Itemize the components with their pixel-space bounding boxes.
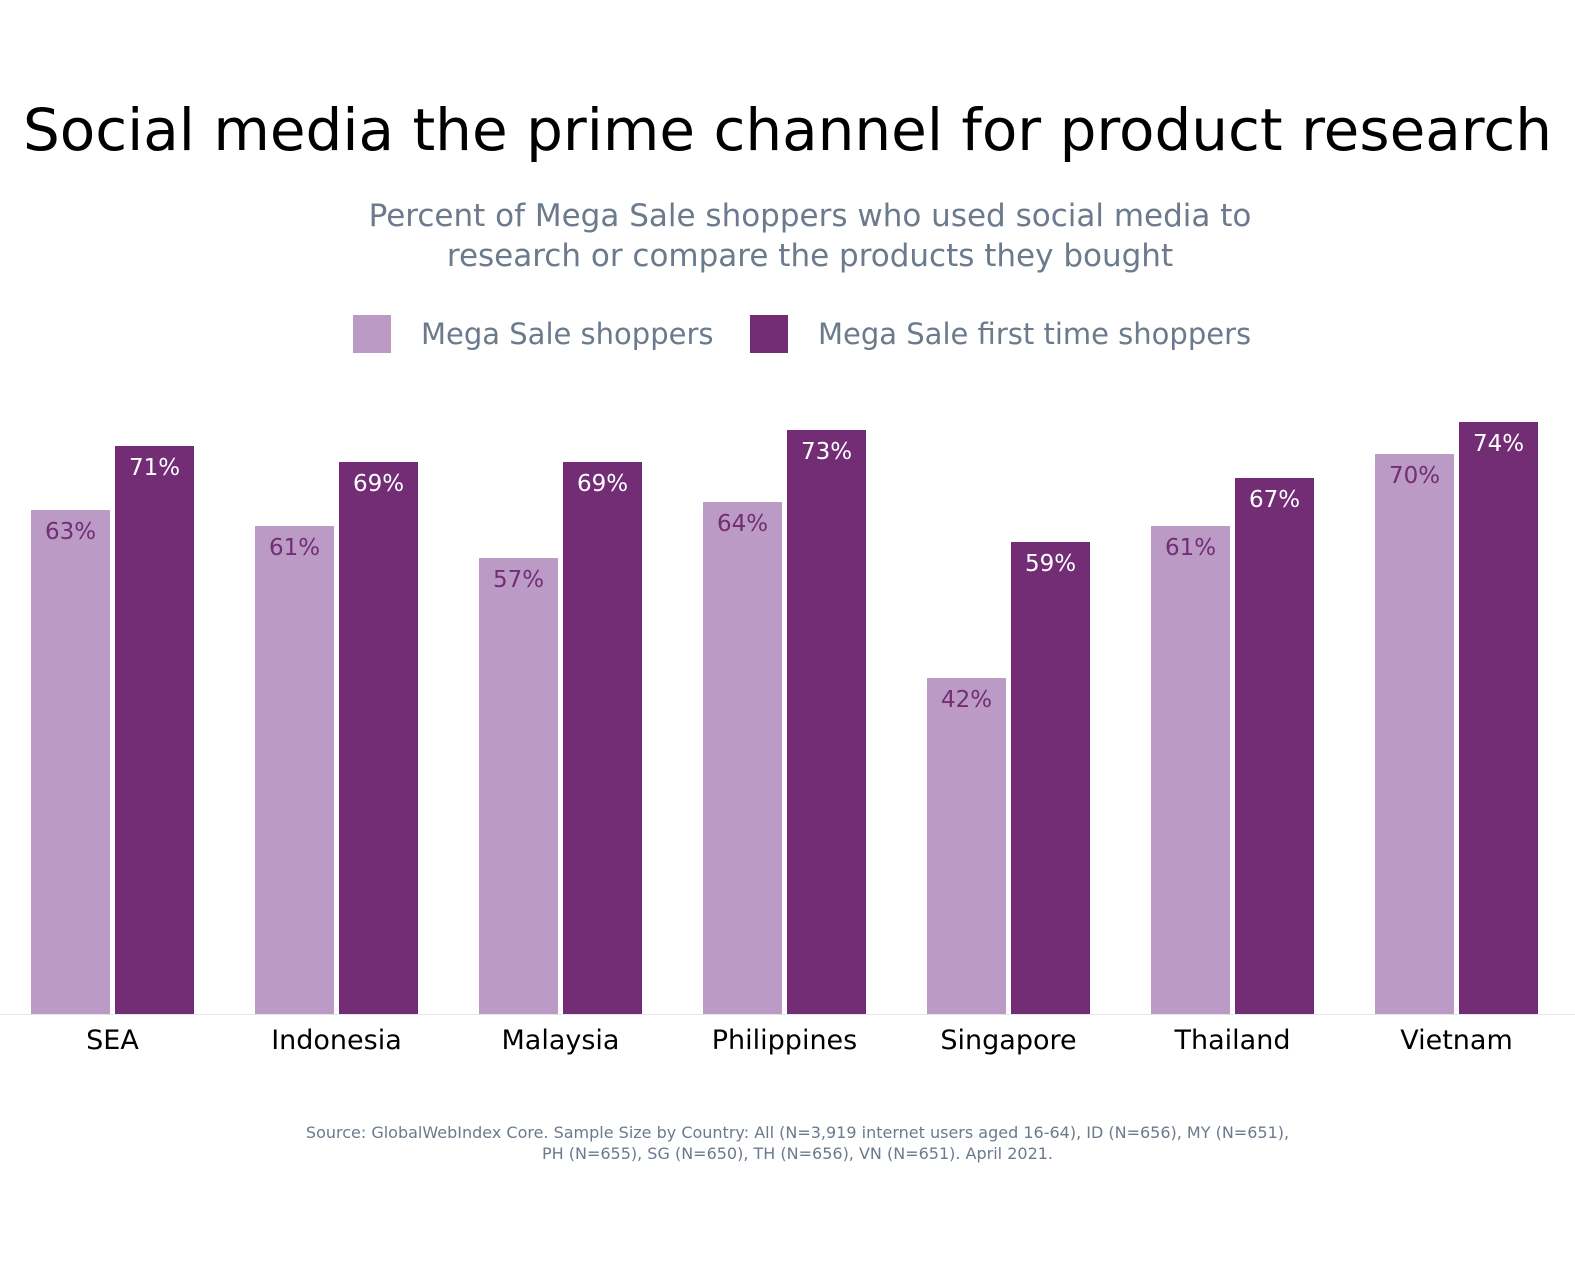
bar-group-indonesia: 61% 69% bbox=[255, 462, 418, 1014]
bar-philippines-mega-sale-first-time-shoppers bbox=[787, 430, 866, 1014]
x-tick-label-philippines: Philippines bbox=[712, 1025, 857, 1056]
data-label-indonesia-mega-sale-shoppers: 61% bbox=[269, 535, 320, 561]
bar-singapore-mega-sale-shoppers bbox=[927, 678, 1006, 1014]
data-label-malaysia-mega-sale-shoppers: 57% bbox=[493, 567, 544, 593]
legend-item-mega-sale-first-time-shoppers: Mega Sale first time shoppers bbox=[750, 314, 1251, 354]
legend-label: Mega Sale first time shoppers bbox=[818, 317, 1252, 351]
bar-indonesia-mega-sale-first-time-shoppers bbox=[339, 462, 418, 1014]
data-label-singapore-mega-sale-shoppers: 42% bbox=[941, 687, 992, 713]
bar-group-thailand: 61% 67% bbox=[1151, 478, 1314, 1014]
x-tick-label-indonesia: Indonesia bbox=[271, 1025, 402, 1056]
data-label-sea-mega-sale-first-time-shoppers: 71% bbox=[129, 455, 180, 481]
data-label-sea-mega-sale-shoppers: 63% bbox=[45, 519, 96, 545]
bar-group-philippines: 64% 73% bbox=[703, 430, 866, 1014]
x-tick-label-singapore: Singapore bbox=[940, 1025, 1076, 1056]
bar-thailand-mega-sale-shoppers bbox=[1151, 526, 1230, 1014]
chart-legend: Mega Sale shoppers Mega Sale first time … bbox=[0, 314, 1575, 354]
legend-swatch-mega-sale-first-time-shoppers bbox=[750, 315, 788, 353]
data-label-indonesia-mega-sale-first-time-shoppers: 69% bbox=[353, 471, 404, 497]
data-label-vietnam-mega-sale-shoppers: 70% bbox=[1389, 463, 1440, 489]
source-note: Source: GlobalWebIndex Core. Sample Size… bbox=[305, 1123, 1290, 1163]
x-tick-label-vietnam: Vietnam bbox=[1400, 1025, 1513, 1056]
x-tick-label-sea: SEA bbox=[86, 1025, 139, 1056]
data-label-vietnam-mega-sale-first-time-shoppers: 74% bbox=[1473, 431, 1524, 457]
bar-sea-mega-sale-shoppers bbox=[31, 510, 110, 1014]
legend-swatch-mega-sale-shoppers bbox=[353, 315, 391, 353]
bar-vietnam-mega-sale-first-time-shoppers bbox=[1459, 422, 1538, 1014]
bar-malaysia-mega-sale-first-time-shoppers bbox=[563, 462, 642, 1014]
x-tick-label-malaysia: Malaysia bbox=[502, 1025, 620, 1056]
legend-item-mega-sale-shoppers: Mega Sale shoppers bbox=[353, 314, 713, 354]
bar-chart: 63% 71% SEA 61% 69% Indonesia 57% 69% Malaysia 64… bbox=[0, 422, 1575, 1056]
bar-group-singapore: 42% 59% bbox=[927, 542, 1090, 1014]
bar-philippines-mega-sale-shoppers bbox=[703, 502, 782, 1014]
x-tick-label-thailand: Thailand bbox=[1174, 1025, 1291, 1056]
bar-group-vietnam: 70% 74% bbox=[1375, 422, 1538, 1014]
bar-indonesia-mega-sale-shoppers bbox=[255, 526, 334, 1014]
bar-vietnam-mega-sale-shoppers bbox=[1375, 454, 1454, 1014]
data-label-philippines-mega-sale-shoppers: 64% bbox=[717, 511, 768, 537]
data-label-philippines-mega-sale-first-time-shoppers: 73% bbox=[801, 439, 852, 465]
bar-group-malaysia: 57% 69% bbox=[479, 462, 642, 1014]
data-label-malaysia-mega-sale-first-time-shoppers: 69% bbox=[577, 471, 628, 497]
bar-malaysia-mega-sale-shoppers bbox=[479, 558, 558, 1014]
data-label-thailand-mega-sale-first-time-shoppers: 67% bbox=[1249, 487, 1300, 513]
data-label-singapore-mega-sale-first-time-shoppers: 59% bbox=[1025, 551, 1076, 577]
data-label-thailand-mega-sale-shoppers: 61% bbox=[1165, 535, 1216, 561]
bar-thailand-mega-sale-first-time-shoppers bbox=[1235, 478, 1314, 1014]
legend-label: Mega Sale shoppers bbox=[421, 317, 714, 351]
bar-singapore-mega-sale-first-time-shoppers bbox=[1011, 542, 1090, 1014]
chart-title: Social media the prime channel for produ… bbox=[22, 96, 1553, 164]
chart-subtitle: Percent of Mega Sale shoppers who used s… bbox=[368, 198, 1252, 274]
bar-sea-mega-sale-first-time-shoppers bbox=[115, 446, 194, 1014]
bar-group-sea: 63% 71% bbox=[31, 446, 194, 1014]
